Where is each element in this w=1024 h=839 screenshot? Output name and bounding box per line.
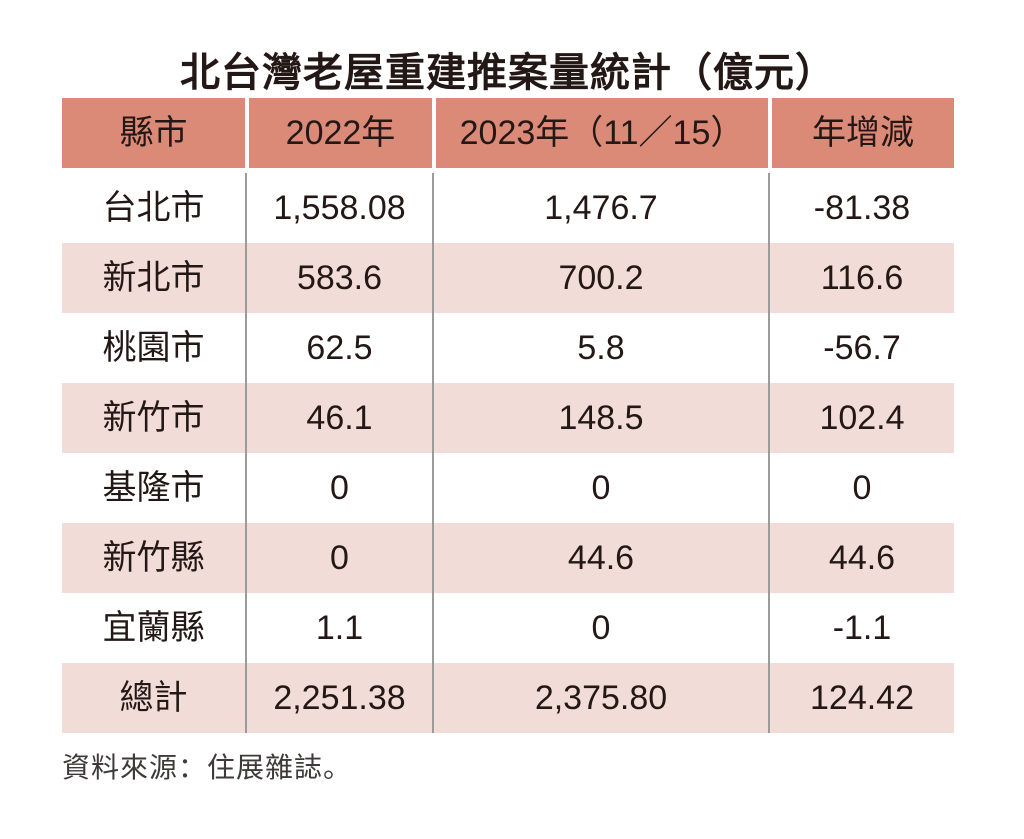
value-2023-cell: 2,375.80 bbox=[432, 663, 768, 733]
value-2022-cell: 1.1 bbox=[245, 593, 432, 663]
header-cell-2023: 2023年（11／15） bbox=[432, 98, 768, 168]
table-row: 台北市 1,558.08 1,476.7 -81.38 bbox=[62, 173, 954, 243]
value-2023-cell: 700.2 bbox=[432, 243, 768, 313]
change-cell: -1.1 bbox=[768, 593, 954, 663]
table-header-row: 縣市 2022年 2023年（11／15） 年增減 bbox=[62, 98, 954, 168]
change-cell: 44.6 bbox=[768, 523, 954, 593]
table-row: 基隆市 0 0 0 bbox=[62, 453, 954, 523]
region-cell: 總計 bbox=[119, 679, 188, 717]
value-2023-cell: 5.8 bbox=[432, 313, 768, 383]
region-cell: 桃園市 bbox=[102, 329, 205, 367]
change-cell: -81.38 bbox=[768, 173, 954, 243]
change-cell: 0 bbox=[768, 453, 954, 523]
table-row-total: 總計 2,251.38 2,375.80 124.42 bbox=[62, 663, 954, 733]
change-cell: 116.6 bbox=[768, 243, 954, 313]
chart-title: 北台灣老屋重建推案量統計（億元） bbox=[180, 51, 836, 95]
header-cell-2022: 2022年 bbox=[245, 98, 432, 168]
table-row: 宜蘭縣 1.1 0 -1.1 bbox=[62, 593, 954, 663]
region-cell: 基隆市 bbox=[102, 469, 205, 507]
value-2022-cell: 46.1 bbox=[245, 383, 432, 453]
change-cell: -56.7 bbox=[768, 313, 954, 383]
value-2023-cell: 0 bbox=[432, 593, 768, 663]
region-cell: 新北市 bbox=[102, 259, 205, 297]
value-2022-cell: 2,251.38 bbox=[245, 663, 432, 733]
value-2023-cell: 0 bbox=[432, 453, 768, 523]
value-2022-cell: 0 bbox=[245, 523, 432, 593]
region-cell: 台北市 bbox=[102, 189, 205, 227]
source-note: 資料來源：住展雜誌。 bbox=[62, 752, 353, 783]
value-2022-cell: 0 bbox=[245, 453, 432, 523]
value-2022-cell: 62.5 bbox=[245, 313, 432, 383]
change-cell: 102.4 bbox=[768, 383, 954, 453]
header-cell-change: 年增減 bbox=[768, 98, 954, 168]
value-2022-cell: 1,558.08 bbox=[245, 173, 432, 243]
header-cell-region: 縣市 bbox=[62, 98, 245, 168]
data-table: 縣市 2022年 2023年（11／15） 年增減 台北市 1,558.08 1… bbox=[62, 98, 954, 733]
value-2023-cell: 148.5 bbox=[432, 383, 768, 453]
change-cell: 124.42 bbox=[768, 663, 954, 733]
region-cell: 宜蘭縣 bbox=[102, 609, 205, 647]
table-row: 新竹市 46.1 148.5 102.4 bbox=[62, 383, 954, 453]
table-row: 新北市 583.6 700.2 116.6 bbox=[62, 243, 954, 313]
region-cell: 新竹市 bbox=[102, 399, 205, 437]
table-figure: 北台灣老屋重建推案量統計（億元） 縣市 2022年 2023年（11／15） 年… bbox=[62, 0, 954, 786]
table-row: 桃園市 62.5 5.8 -56.7 bbox=[62, 313, 954, 383]
region-cell: 新竹縣 bbox=[102, 539, 205, 577]
value-2023-cell: 1,476.7 bbox=[432, 173, 768, 243]
value-2022-cell: 583.6 bbox=[245, 243, 432, 313]
table-row: 新竹縣 0 44.6 44.6 bbox=[62, 523, 954, 593]
table-body: 台北市 1,558.08 1,476.7 -81.38 新北市 583.6 70… bbox=[62, 173, 954, 733]
value-2023-cell: 44.6 bbox=[432, 523, 768, 593]
